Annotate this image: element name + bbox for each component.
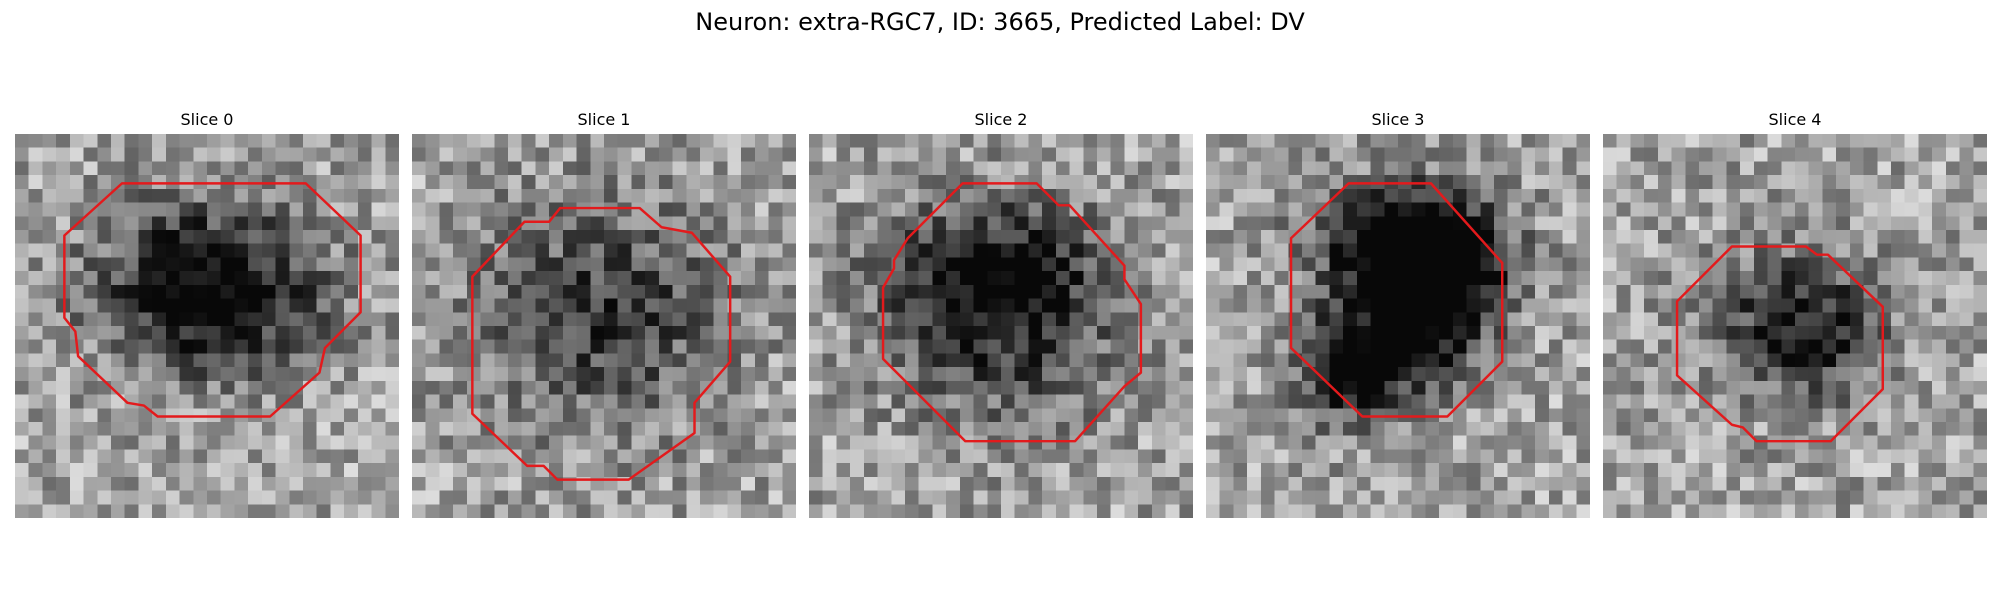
cell-contour-1 — [471, 206, 732, 481]
slice-image-3 — [1206, 134, 1590, 518]
slice-panel-4: Slice 4 — [1603, 108, 1987, 518]
slice-title-1: Slice 1 — [577, 110, 631, 129]
cell-contour-4 — [1675, 245, 1885, 443]
slice-image-4 — [1603, 134, 1987, 518]
cell-contour-2 — [881, 182, 1143, 443]
slice-panel-0: Slice 0 — [15, 108, 399, 518]
slice-title-4: Slice 4 — [1768, 110, 1822, 129]
slice-image-2 — [809, 134, 1193, 518]
slice-image-1 — [412, 134, 796, 518]
cell-contour-3 — [1289, 182, 1504, 418]
figure-title: Neuron: extra-RGC7, ID: 3665, Predicted … — [695, 8, 1305, 36]
slice-panel-2: Slice 2 — [809, 108, 1193, 518]
slice-title-2: Slice 2 — [974, 110, 1028, 129]
slice-title-3: Slice 3 — [1371, 110, 1425, 129]
slice-panel-3: Slice 3 — [1206, 108, 1590, 518]
slice-title-0: Slice 0 — [180, 110, 234, 129]
slice-image-0 — [15, 134, 399, 518]
cell-contour-0 — [63, 182, 362, 418]
slice-panel-1: Slice 1 — [412, 108, 796, 518]
